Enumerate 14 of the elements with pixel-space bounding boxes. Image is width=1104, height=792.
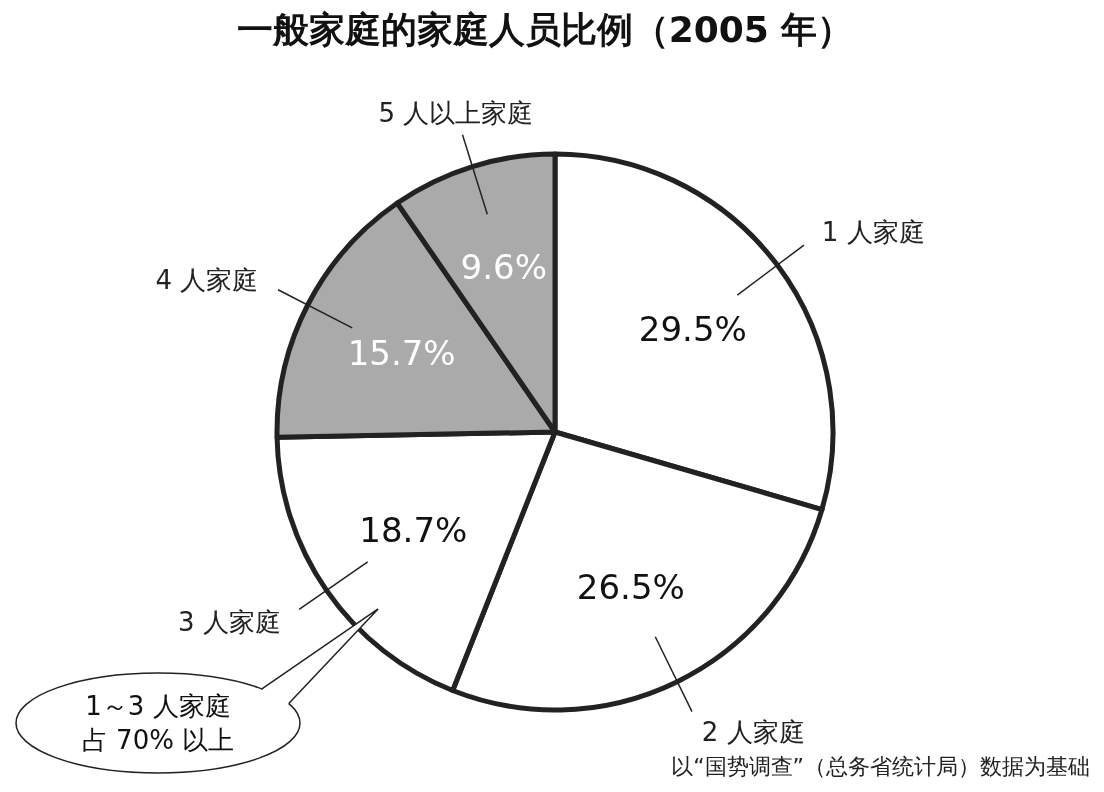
text: 以“国势调查”（总务省统计局）数据为基础 — [671, 754, 1090, 779]
data-label: 29.5% — [638, 308, 747, 349]
data-label: 26.5% — [576, 566, 685, 607]
slice-label: 4 人家庭 — [155, 264, 259, 295]
data-label: 15.7% — [347, 333, 456, 374]
slice-label: 2 人家庭 — [701, 716, 805, 747]
slice-label: 1 人家庭 — [821, 216, 925, 247]
text: 1～3 人家庭 — [85, 691, 231, 721]
slice-label: 5 人以上家庭 — [378, 98, 534, 129]
text: 占 70% 以上 — [81, 725, 235, 755]
slice-label: 3 人家庭 — [178, 607, 281, 638]
chart-title: 一般家庭的家庭人员比例（2005 年） — [236, 9, 854, 50]
data-label: 9.6% — [460, 247, 547, 288]
data-label: 18.7% — [359, 510, 468, 551]
